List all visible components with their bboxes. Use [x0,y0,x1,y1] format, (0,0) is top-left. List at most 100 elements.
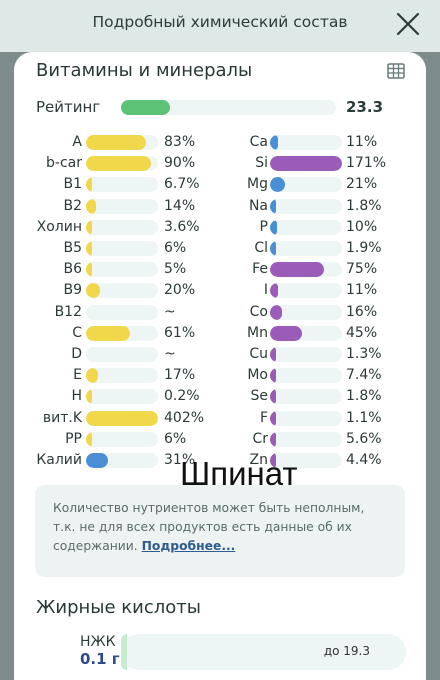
nutrient-bar-fill [86,241,92,256]
more-link[interactable]: Подробнее... [141,539,236,553]
nutrient-bar [270,156,342,172]
nutrient-row: B12 ~ [14,302,426,323]
nutrient-bar-fill [86,453,109,468]
nutrient-bar-fill [86,198,97,214]
rating-bar-fill [121,100,171,115]
fatty-acid-bar: до 19.3 [121,634,406,670]
nutrient-bar [86,177,158,193]
nutrient-name: b-car [46,155,82,172]
nutrient-name: I [263,282,268,299]
nutrient-bar [86,410,158,426]
nutrient-value: 6% [164,240,187,256]
nutrient-bar-fill [270,410,276,426]
rating-label: Рейтинг [36,98,101,116]
nutrient-bar [86,283,158,299]
modal-header: Подробный химический состав [0,0,440,52]
nutrient-bar [270,198,342,214]
modal-title: Подробный химический состав [92,13,348,31]
nutrient-row: Калий 31% [14,450,426,471]
nutrient-row: Na 1.8% [14,196,426,217]
rating-value: 23.3 [346,98,384,116]
nutrient-bar [270,283,342,299]
nutrient-name: Zn [249,452,268,468]
nutrient-bar [86,198,158,214]
nutrient-name: Se [250,388,269,405]
nutrient-bar [270,135,342,150]
nutrient-row: D ~ [14,344,426,365]
nutrient-value: 4.4% [346,452,382,468]
nutrient-value: 6% [164,430,187,447]
close-icon[interactable] [394,10,422,38]
nutrient-bar [270,389,342,405]
nutrient-name: Cu [249,346,268,362]
nutrient-row: Fe 75% [14,259,426,280]
nutrient-row: Zn 4.4% [14,450,426,471]
nutrient-name: Si [255,155,268,172]
nutrient-row: E 17% [14,365,426,386]
details-sheet: Витамины и минералы Рейтинг 23.3 A 83% b-c… [14,52,426,680]
nutrient-row: B2 14% [14,196,426,217]
nutrient-value: 21% [346,176,378,193]
nutrient-bar-fill [270,219,278,235]
table-view-icon[interactable] [386,61,406,81]
nutrient-name: Ca [249,134,268,150]
nutrient-row: b-car 90% [14,153,426,174]
nutrient-name: B12 [54,303,82,320]
nutrient-bar [270,177,342,193]
nutrient-bar-fill [86,135,146,150]
nutrient-name: D [71,346,82,362]
nutrient-bar [270,368,342,384]
nutrient-row: Co 16% [14,302,426,323]
nutrient-name: Калий [36,452,82,468]
nutrient-bar [270,219,342,235]
nutrient-bar-fill [270,262,324,278]
nutrient-value: 5% [164,261,187,278]
info-note: Количество нутриентов может быть неполны… [35,485,405,577]
nutrient-name: B5 [63,240,82,256]
nutrient-bar [86,262,158,278]
nutrient-name: Mn [247,324,268,341]
nutrient-bar-fill [270,135,278,150]
nutrient-value: 171% [346,155,387,172]
nutrient-row: C 61% [14,323,426,344]
nutrient-value: 83% [164,134,196,150]
nutrient-value: 1.9% [346,240,382,256]
nutrient-value: 31% [164,452,196,468]
nutrient-bar [86,304,158,320]
nutrient-row: B1 6.7% [14,174,426,195]
nutrient-name: B1 [63,176,82,193]
nutrient-bar-fill [86,283,101,299]
nutrient-row: Cl 1.9% [14,238,426,259]
nutrient-bar-fill [270,431,276,447]
nutrient-name: P [259,218,268,235]
fatty-acid-label: НЖК [80,634,116,650]
nutrient-bar-fill [86,325,130,341]
nutrient-bar-fill [270,347,276,362]
nutrient-value: 11% [346,282,378,299]
nutrient-bar [86,368,158,384]
nutrient-bar [270,304,342,320]
nutrient-bar [86,135,158,150]
nutrient-name: H [71,388,82,405]
nutrient-row: P 10% [14,217,426,238]
nutrient-name: E [73,367,82,384]
nutrient-bar-fill [86,431,92,447]
nutrient-bar-fill [270,177,286,193]
fatty-acid-limit: до 19.3 [323,644,370,658]
nutrient-bar-fill [270,198,276,214]
nutrient-row: I 11% [14,280,426,301]
nutrient-row: B6 5% [14,259,426,280]
nutrient-value: 5.6% [346,430,382,447]
nutrient-value: 1.1% [346,409,382,426]
nutrient-value: ~ [164,303,176,320]
section-title-fatty-acids: Жирные кислоты [36,597,201,618]
nutrient-row: Se 1.8% [14,386,426,407]
nutrient-name: F [259,409,268,426]
nutrient-bar [270,453,342,468]
nutrient-bar [270,410,342,426]
nutrient-name: C [72,324,82,341]
nutrient-name: Fe [252,261,268,278]
fatty-acid-value: 0.1 г [80,650,120,668]
nutrient-value: 1.8% [346,388,382,405]
nutrient-value: ~ [164,346,176,362]
